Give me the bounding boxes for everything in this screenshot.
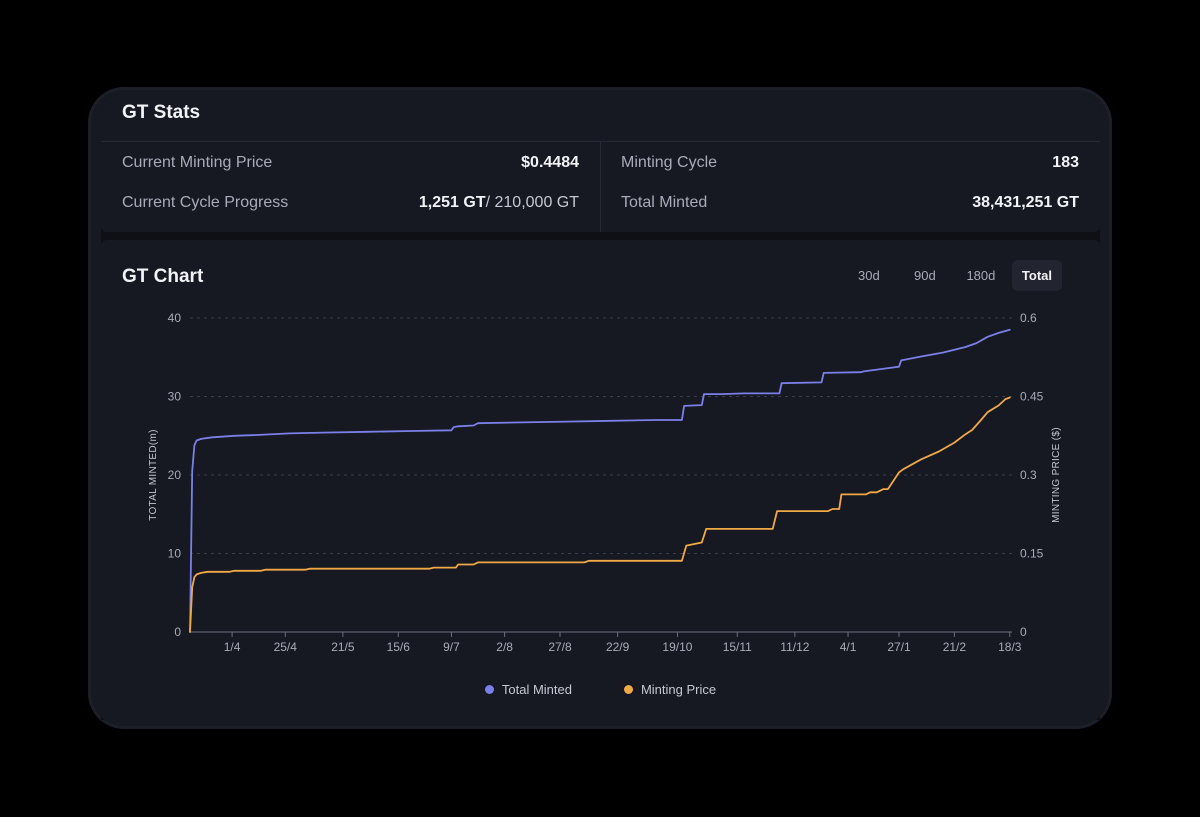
stats-divider bbox=[101, 141, 1100, 142]
y-tick-label: 10 bbox=[168, 547, 182, 561]
cycle-progress-minted: 1,251 GT bbox=[418, 194, 486, 211]
current-minting-price-value: $0.4484 bbox=[521, 154, 579, 171]
x-tick-label: 18/3 bbox=[998, 640, 1022, 654]
x-tick-label: 19/10 bbox=[662, 640, 692, 654]
x-tick-label: 25/4 bbox=[274, 640, 298, 654]
y-axis-title: TOTAL MINTED(m) bbox=[148, 429, 159, 521]
x-tick-label: 21/2 bbox=[943, 640, 967, 654]
x-tick-label: 9/7 bbox=[443, 640, 460, 654]
chart-title: GT Chart bbox=[122, 266, 204, 287]
x-tick-label: 21/5 bbox=[331, 640, 355, 654]
range-tab-30d[interactable]: 30d bbox=[858, 268, 880, 283]
gt-chart-card: GT Chart 30d 90d 180d Total 0 10 20 30 40 0 0.… bbox=[101, 240, 1100, 720]
gt-chart-plot: 0 10 20 30 40 0 0.15 0.3 0.45 0.6 1/4 25/4 21/5 15/6 9… bbox=[148, 311, 1062, 654]
y2-tick-label: 0.15 bbox=[1020, 547, 1044, 561]
minting-price-line bbox=[189, 396, 1011, 633]
y-tick-label: 20 bbox=[168, 468, 182, 482]
legend-total-minted[interactable]: Total Minted bbox=[484, 682, 572, 697]
range-tab-total[interactable]: Total bbox=[1011, 260, 1062, 291]
minting-cycle-value: 183 bbox=[1052, 154, 1079, 171]
range-tabs: 30d 90d 180d Total bbox=[844, 260, 1062, 291]
y-tick-label: 30 bbox=[168, 390, 182, 404]
y2-tick-label: 0.6 bbox=[1020, 311, 1037, 325]
x-tick-label: 15/6 bbox=[387, 640, 411, 654]
range-tab-90d[interactable]: 90d bbox=[914, 268, 936, 283]
current-cycle-progress-value: 1,251 GT/ 210,000 GT bbox=[419, 194, 579, 212]
current-minting-price-label: Current Minting Price bbox=[122, 154, 273, 171]
y2-tick-label: 0.45 bbox=[1020, 390, 1044, 404]
current-cycle-progress-label: Current Cycle Progress bbox=[122, 194, 289, 211]
y2-tick-label: 0.3 bbox=[1020, 468, 1037, 482]
x-tick-label: 2/8 bbox=[496, 640, 513, 654]
y-tick-label: 40 bbox=[168, 311, 182, 325]
total-minted-value: 38,431,251 GT bbox=[972, 194, 1079, 211]
legend-total-minted-dot bbox=[484, 685, 494, 694]
chart-legend: Total Minted Minting Price bbox=[101, 682, 1100, 697]
stats-title: GT Stats bbox=[122, 102, 201, 123]
x-tick-label: 1/4 bbox=[224, 640, 241, 654]
x-tick-label: 22/9 bbox=[606, 640, 630, 654]
x-tick-label: 27/1 bbox=[887, 640, 911, 654]
dashboard-panel: GT Stats Current Minting Price $0.4484 C… bbox=[101, 96, 1100, 720]
legend-total-minted-label: Total Minted bbox=[501, 682, 572, 697]
x-tick-label: 4/1 bbox=[840, 640, 857, 654]
total-minted-line bbox=[189, 328, 1011, 633]
stats-column-divider bbox=[600, 142, 601, 232]
legend-minting-price[interactable]: Minting Price bbox=[623, 682, 717, 697]
x-tick-label: 27/8 bbox=[548, 640, 572, 654]
x-tick-label: 11/12 bbox=[780, 640, 809, 654]
total-minted-label: Total Minted bbox=[621, 194, 708, 211]
minting-cycle-label: Minting Cycle bbox=[621, 154, 718, 171]
y2-tick-label: 0 bbox=[1020, 625, 1027, 639]
range-tab-180d[interactable]: 180d bbox=[966, 268, 996, 283]
cycle-progress-total: / 210,000 GT bbox=[485, 194, 579, 211]
legend-minting-price-label: Minting Price bbox=[640, 682, 717, 697]
legend-minting-price-dot bbox=[623, 685, 633, 694]
x-tick-label: 15/11 bbox=[723, 640, 752, 654]
gt-stats-card: GT Stats Current Minting Price $0.4484 C… bbox=[101, 96, 1100, 232]
y-tick-label: 0 bbox=[174, 625, 181, 639]
y2-axis-title: MINTING PRICE ($) bbox=[1051, 427, 1062, 523]
